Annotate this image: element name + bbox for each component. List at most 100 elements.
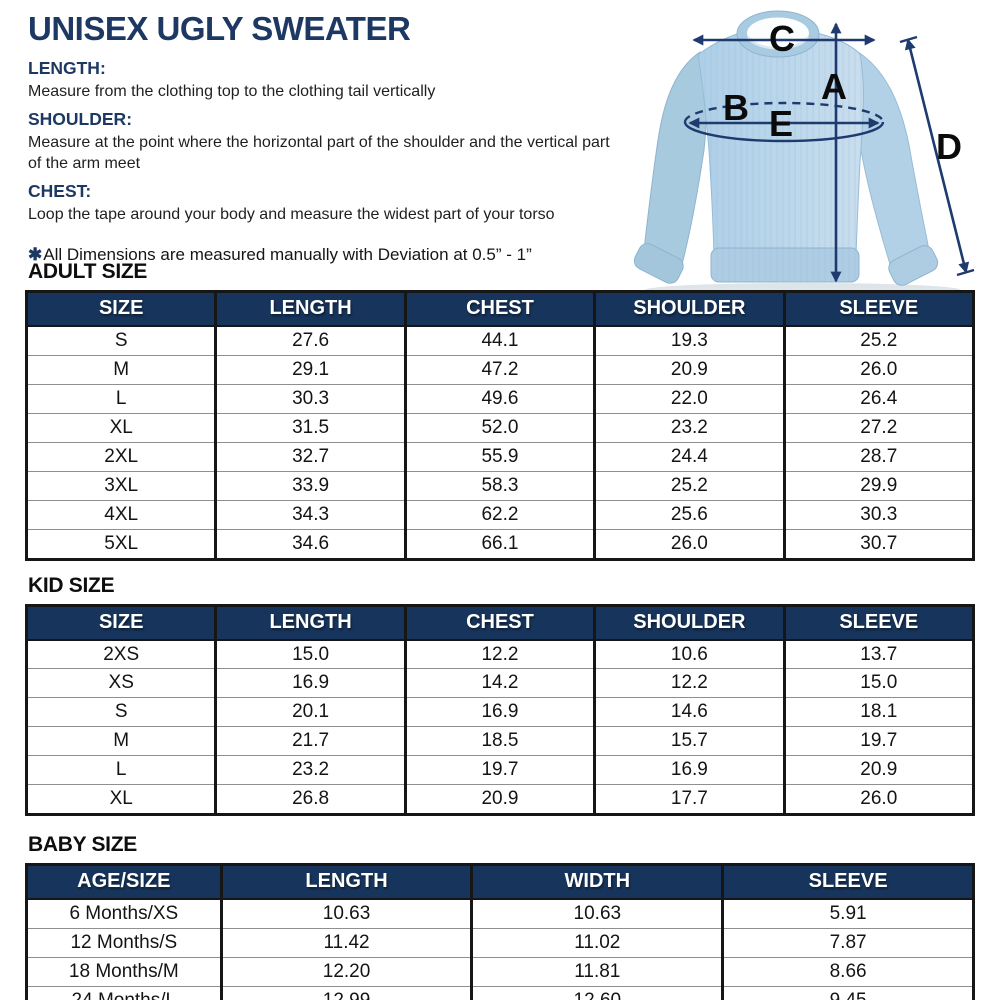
chest-ellipse-front-B <box>683 121 885 143</box>
measurement-cell: 26.0 <box>593 528 785 559</box>
header-row: SIZE LENGTH CHEST SHOULDER SLEEVE <box>26 605 974 640</box>
shoulder-description: Measure at the point where the horizonta… <box>28 134 610 173</box>
measurement-cell: 25.2 <box>782 324 974 356</box>
size-label-cell: L <box>26 755 216 785</box>
table-row: 24 Months/L12.9912.609.45 <box>26 985 974 1000</box>
measurement-cell: 55.9 <box>403 441 595 472</box>
measurement-cell: 12.60 <box>470 985 723 1000</box>
size-label-cell: M <box>26 726 216 756</box>
measurement-cell: 11.42 <box>219 928 472 958</box>
measurement-cell: 23.2 <box>214 755 406 785</box>
size-label-cell: S <box>26 324 216 356</box>
measurement-cell: 12.2 <box>403 638 595 669</box>
measurement-cell: 30.3 <box>782 499 974 530</box>
sweater-diagram: C A B E D <box>618 0 1000 300</box>
measurement-cell: 15.0 <box>214 638 406 669</box>
column-header: WIDTH <box>470 864 723 900</box>
measurement-cell: 44.1 <box>403 324 595 356</box>
measurement-cell: 22.0 <box>593 383 785 414</box>
measurement-cell: 12.99 <box>219 985 472 1000</box>
table-row: 2XS 15.0 12.2 10.6 13.7 <box>26 638 974 669</box>
measurement-cell: 9.45 <box>721 985 974 1000</box>
column-header: SIZE <box>26 605 216 640</box>
table-row: XL 26.8 20.9 17.7 26.0 <box>26 784 974 815</box>
measurement-cell: 15.7 <box>593 726 785 756</box>
table-row: L 23.2 19.7 16.9 20.9 <box>26 755 974 785</box>
measurement-cell: 21.7 <box>214 726 406 756</box>
adult-size-title: ADULT SIZE <box>28 260 148 283</box>
measurement-cell: 24.4 <box>593 441 785 472</box>
table-row: 2XL 32.7 55.9 24.4 28.7 <box>26 441 974 472</box>
measurement-cell: 20.9 <box>403 784 595 815</box>
size-label-cell: 24 Months/L <box>26 985 222 1000</box>
measurement-cell: 14.6 <box>593 697 785 727</box>
kid-table-header: SIZE LENGTH CHEST SHOULDER SLEEVE <box>26 605 974 640</box>
size-label-cell: S <box>26 697 216 727</box>
baby-size-table: AGE/SIZE LENGTH WIDTH SLEEVE 6 Months/XS 10.… <box>25 863 975 1000</box>
measurement-cell: 26.0 <box>782 784 974 815</box>
adult-size-table: SIZE LENGTH CHEST SHOULDER SLEEVE S 27.6 44.1 1… <box>25 290 975 561</box>
measure-label-e-width: E <box>769 103 793 144</box>
adult-table-header: SIZE LENGTH CHEST SHOULDER SLEEVE <box>26 291 974 326</box>
column-header: SHOULDER <box>593 291 785 326</box>
measurement-cell: 26.4 <box>782 383 974 414</box>
measure-label-b-chest: B <box>723 87 749 128</box>
measurement-cell: 20.1 <box>214 697 406 727</box>
tables-block: ADULT SIZE SIZE LENGTH CHEST SHOULDER SLEEVE… <box>25 260 975 1000</box>
sleeve-line-top-cap <box>899 35 918 44</box>
sweater-illustration: C A B E D <box>633 10 975 297</box>
measurement-cell: 30.3 <box>214 383 406 414</box>
size-label-cell: 4XL <box>26 499 216 530</box>
measurement-cell: 26.8 <box>214 784 406 815</box>
left-cuff <box>633 243 684 284</box>
kid-size-table: SIZE LENGTH CHEST SHOULDER SLEEVE 2XS 15.0 12.… <box>25 603 975 817</box>
baby-size-title: BABY SIZE <box>28 833 137 857</box>
size-label-cell: 2XS <box>26 638 216 669</box>
table-row: L 30.3 49.6 22.0 26.4 <box>26 383 974 414</box>
shoulder-heading: SHOULDER: <box>28 109 133 130</box>
measurement-cell: 10.63 <box>219 898 472 929</box>
table-row: XL 31.5 52.0 23.2 27.2 <box>26 412 974 443</box>
measurement-cell: 5.91 <box>721 898 974 929</box>
measurement-cell: 29.1 <box>214 354 406 385</box>
size-label-cell: L <box>26 383 216 414</box>
measurement-cell: 26.0 <box>782 354 974 385</box>
measurement-cell: 11.02 <box>470 928 723 958</box>
measurement-cell: 7.87 <box>721 928 974 958</box>
column-header: SIZE <box>26 291 216 326</box>
measurement-cell: 11.81 <box>470 957 723 987</box>
measurement-cell: 52.0 <box>403 412 595 443</box>
measurement-cell: 27.2 <box>782 412 974 443</box>
measurement-cell: 29.9 <box>782 470 974 501</box>
left-sleeve <box>643 51 707 273</box>
column-header: LENGTH <box>219 864 472 900</box>
size-label-cell: M <box>26 354 216 385</box>
table-row: M 21.7 18.5 15.7 19.7 <box>26 726 974 756</box>
measurement-cell: 49.6 <box>403 383 595 414</box>
page-title: UNISEX UGLY SWEATER <box>28 10 411 47</box>
measurement-cell: 16.9 <box>403 697 595 727</box>
measure-label-c-shoulder: C <box>769 18 795 59</box>
measure-label-a-length: A <box>821 66 847 107</box>
measurement-cell: 13.7 <box>782 638 974 669</box>
sleeve-measure-line-D <box>904 38 970 274</box>
measurement-cell: 25.2 <box>593 470 785 501</box>
measurement-cell: 12.2 <box>593 668 785 698</box>
table-row: 5XL 34.6 66.1 26.0 30.7 <box>26 528 974 559</box>
size-label-cell: 3XL <box>26 470 216 501</box>
kid-table-body: 2XS 15.0 12.2 10.6 13.7 XS 16.9 14.2 12.2 15.0 S 20… <box>26 638 974 815</box>
measurement-cell: 14.2 <box>403 668 595 698</box>
measurement-cell: 30.7 <box>782 528 974 559</box>
table-row: 12 Months/S 11.42 11.02 7.87 <box>26 928 974 958</box>
measurement-cell: 58.3 <box>403 470 595 501</box>
measurement-cell: 18.1 <box>782 697 974 727</box>
column-header: SHOULDER <box>593 605 785 640</box>
baby-table-header: AGE/SIZE LENGTH WIDTH SLEEVE <box>26 864 974 900</box>
deviation-note-text: All Dimensions are measured manually wit… <box>43 245 532 265</box>
measurement-cell: 10.6 <box>593 638 785 669</box>
measurement-cell: 28.7 <box>782 441 974 472</box>
size-label-cell: 18 Months/M <box>26 957 222 987</box>
measurement-cell: 10.63 <box>470 898 723 929</box>
measurement-cell: 23.2 <box>593 412 785 443</box>
table-row: M 29.1 47.2 20.9 26.0 <box>26 354 974 385</box>
